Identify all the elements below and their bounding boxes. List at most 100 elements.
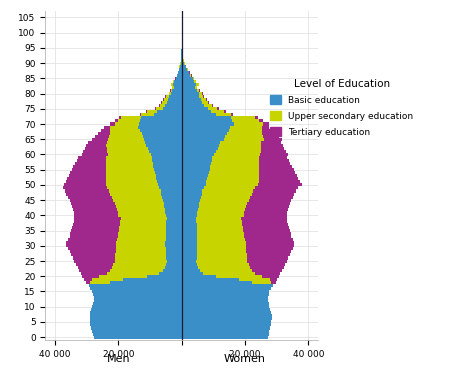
Bar [108,153,151,156]
Bar [182,68,187,71]
Bar [109,189,161,192]
Bar [116,241,165,244]
Bar [262,125,269,129]
Bar [182,214,197,217]
Bar [252,281,271,284]
Bar [212,159,259,162]
Bar [164,201,182,205]
Bar [163,198,182,201]
Bar [182,74,191,77]
Bar [163,269,182,272]
Bar [259,156,287,159]
Bar [180,65,182,68]
Bar [182,226,197,229]
Bar [166,247,182,250]
Bar [182,177,207,180]
Bar [68,247,116,250]
Bar [182,305,269,308]
Bar [71,201,115,205]
Bar [153,165,182,168]
Bar [119,116,121,119]
Bar [165,244,182,247]
Bar [262,275,279,278]
Bar [219,144,262,147]
Bar [86,144,106,147]
Bar [110,132,142,135]
Bar [165,95,166,98]
Bar [255,272,281,275]
Bar [178,71,182,74]
Bar [166,263,182,266]
Bar [76,263,113,266]
Bar [165,211,182,214]
Bar [250,266,283,269]
Bar [119,226,166,229]
Bar [182,220,197,223]
Bar [210,168,259,171]
Bar [182,281,252,284]
Bar [149,150,182,153]
Bar [73,256,115,260]
Bar [259,159,289,162]
Bar [146,110,147,113]
Bar [109,138,144,141]
Bar [176,77,182,80]
Bar [247,201,290,205]
Bar [107,150,149,153]
Bar [118,211,165,214]
Bar [139,113,141,116]
Bar [73,223,119,226]
Bar [210,165,259,168]
Bar [72,168,106,171]
Bar [77,159,106,162]
Bar [199,89,200,92]
Bar [118,235,166,238]
Bar [143,135,182,138]
Bar [167,217,182,220]
Bar [107,186,159,189]
Bar [182,287,271,290]
Bar [121,116,142,119]
Bar [202,192,252,195]
Bar [182,174,208,177]
Bar [197,263,249,266]
Bar [199,205,246,208]
Bar [117,238,166,241]
Bar [166,223,182,226]
Bar [110,269,163,272]
Bar [182,250,197,253]
Bar [182,77,192,80]
Bar [246,244,295,247]
Bar [194,86,197,89]
Bar [182,330,269,333]
Bar [68,195,112,198]
Bar [165,241,182,244]
Bar [115,253,166,256]
Bar [259,165,292,168]
Bar [182,293,269,296]
Bar [246,205,289,208]
Bar [220,141,261,144]
Bar [158,183,182,186]
Bar [244,232,291,235]
Bar [114,198,163,201]
Bar [66,241,116,244]
Bar [110,122,114,125]
Bar [262,144,283,147]
Bar [166,95,169,98]
Bar [173,80,174,83]
Bar [107,272,159,275]
Bar [255,186,298,189]
Bar [182,110,212,113]
Bar [252,189,296,192]
Bar [247,260,286,263]
Bar [69,198,114,201]
Bar [114,122,139,125]
Bar [156,174,182,177]
Bar [234,122,263,125]
Bar [182,208,197,211]
Bar [208,101,209,104]
Bar [197,229,243,232]
Bar [182,235,197,238]
Bar [118,119,140,122]
